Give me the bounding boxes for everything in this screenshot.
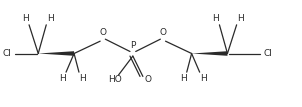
Text: HO: HO <box>108 75 122 84</box>
Text: Cl: Cl <box>2 49 11 58</box>
Text: O: O <box>159 28 166 37</box>
Text: P: P <box>130 41 136 50</box>
Text: H: H <box>212 14 219 23</box>
Text: H: H <box>180 74 186 83</box>
Polygon shape <box>38 51 74 56</box>
Text: H: H <box>59 74 66 83</box>
Text: H: H <box>47 14 54 23</box>
Text: O: O <box>145 75 152 84</box>
Text: H: H <box>237 14 244 23</box>
Polygon shape <box>192 51 227 56</box>
Text: H: H <box>22 14 29 23</box>
Text: O: O <box>99 28 106 37</box>
Text: Cl: Cl <box>263 49 272 58</box>
Text: H: H <box>79 74 86 83</box>
Text: H: H <box>200 74 207 83</box>
